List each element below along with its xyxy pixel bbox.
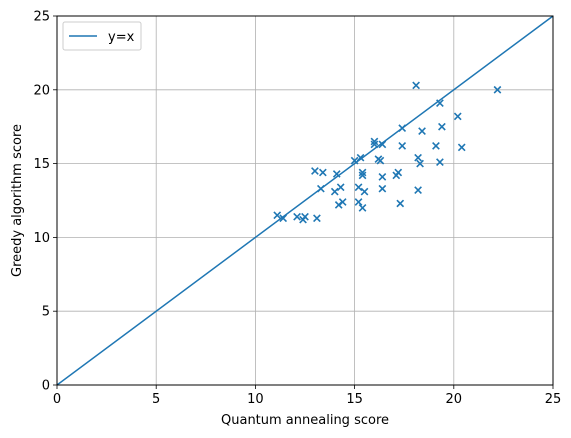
scatter-point bbox=[414, 153, 422, 162]
scatter-point bbox=[453, 112, 462, 121]
y-tick-label: 0 bbox=[42, 379, 50, 394]
scatter-point bbox=[378, 173, 387, 181]
scatter-point bbox=[273, 211, 282, 220]
scatter-point bbox=[358, 168, 367, 177]
y-tick-label: 5 bbox=[42, 305, 50, 320]
reference-line bbox=[56, 15, 554, 386]
scatter-point bbox=[338, 198, 347, 206]
scatter-point bbox=[332, 170, 341, 178]
scatter-point bbox=[311, 167, 319, 175]
scatter-point bbox=[313, 214, 321, 223]
scatter-point bbox=[394, 168, 403, 177]
x-tick-label: 0 bbox=[53, 392, 61, 407]
legend: y=x bbox=[62, 21, 142, 51]
plot-frame bbox=[56, 15, 554, 386]
scatter-point bbox=[354, 198, 363, 206]
scatter-point bbox=[418, 127, 426, 135]
scatter-point bbox=[396, 199, 405, 208]
legend-label: y=x bbox=[108, 30, 135, 45]
y-tick-label: 10 bbox=[33, 231, 50, 246]
scatter-point bbox=[293, 212, 301, 221]
scatter-point bbox=[438, 122, 446, 131]
scatter-point bbox=[354, 183, 363, 192]
scatter-points bbox=[273, 81, 502, 224]
scatter-point bbox=[493, 85, 502, 94]
legend-box bbox=[62, 21, 142, 51]
y-tick-label: 25 bbox=[33, 10, 50, 25]
scatter-point bbox=[317, 184, 325, 193]
scatter-point bbox=[356, 153, 365, 162]
scatter-point bbox=[436, 158, 444, 166]
y-axis-label: Greedy algorithm score bbox=[10, 124, 25, 277]
x-tick-label: 25 bbox=[545, 392, 562, 407]
scatter-point bbox=[301, 212, 309, 221]
x-tick-label: 10 bbox=[247, 392, 264, 407]
scatter-point bbox=[279, 214, 288, 223]
scatter-point bbox=[414, 186, 422, 195]
scatter-point bbox=[360, 187, 369, 196]
scatter-point bbox=[412, 81, 420, 90]
scatter-point bbox=[376, 156, 385, 165]
y-tick-label: 20 bbox=[33, 83, 50, 98]
scatter-point bbox=[378, 184, 387, 193]
scatter-point bbox=[378, 140, 387, 149]
scatter-point bbox=[350, 156, 359, 165]
y-tick-label: 15 bbox=[33, 157, 50, 172]
x-axis-label: Quantum annealing score bbox=[221, 413, 389, 428]
scatter-point bbox=[398, 124, 407, 133]
reference-line-layer bbox=[56, 15, 554, 386]
axis-ticks: 0 5 10 15 20 25 0 5 10 15 20 25 bbox=[33, 10, 561, 408]
x-tick-label: 20 bbox=[446, 392, 463, 407]
scatter-point bbox=[358, 204, 367, 212]
scatter-point bbox=[318, 168, 327, 177]
scatter-point bbox=[336, 183, 345, 192]
scatter-point bbox=[370, 137, 379, 146]
scatter-point bbox=[457, 143, 466, 152]
scatter-point bbox=[432, 142, 440, 150]
x-tick-label: 15 bbox=[346, 392, 363, 407]
scatter-point bbox=[436, 99, 444, 107]
x-tick-label: 5 bbox=[152, 392, 160, 407]
scatter-point bbox=[330, 187, 339, 196]
scatter-point bbox=[416, 159, 424, 168]
scatter-point bbox=[398, 142, 407, 150]
scatter-point bbox=[358, 171, 367, 180]
scatter-point bbox=[370, 140, 379, 149]
